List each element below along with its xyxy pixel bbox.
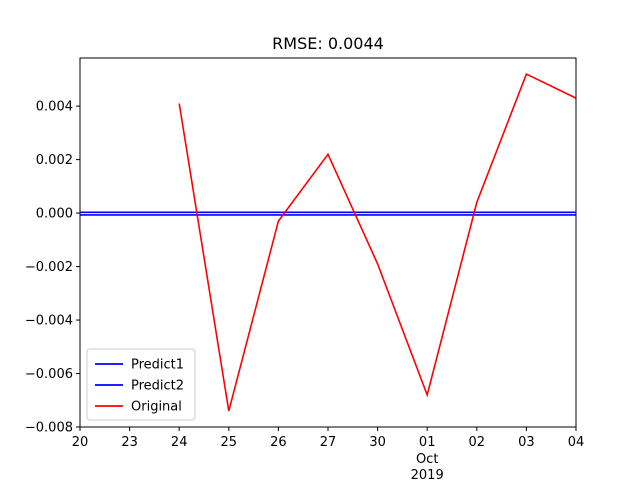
x-month-label: Oct — [416, 452, 438, 467]
legend-label: Original — [131, 400, 182, 415]
y-tick-label: −0.004 — [25, 314, 73, 329]
y-tick-label: −0.002 — [25, 260, 73, 275]
x-tick-label: 25 — [221, 435, 238, 450]
legend-label: Predict1 — [131, 358, 184, 373]
y-tick-label: −0.006 — [25, 367, 73, 382]
chart-title: RMSE: 0.0044 — [272, 34, 384, 53]
legend-box — [86, 348, 196, 421]
x-tick-label: 24 — [171, 435, 188, 450]
x-tick-label: 23 — [121, 435, 138, 450]
x-tick-label: 26 — [270, 435, 287, 450]
plot-series — [80, 72, 577, 412]
x-tick-label: 02 — [469, 435, 486, 450]
x-tick-label: 20 — [72, 435, 89, 450]
y-tick-label: 0.002 — [36, 153, 73, 168]
legend-label: Predict2 — [131, 379, 184, 394]
y-tick-label: 0.004 — [36, 100, 73, 115]
x-tick-label: 30 — [369, 435, 386, 450]
x-tick-label: 27 — [320, 435, 337, 450]
x-tick-label: 01 — [419, 435, 436, 450]
series-line-original — [178, 72, 577, 412]
y-tick-label: −0.008 — [25, 421, 73, 436]
x-year-label: 2019 — [411, 468, 444, 480]
y-tick-label: 0.000 — [36, 207, 73, 222]
legend: Predict1 Predict2 Original — [86, 348, 196, 421]
x-tick-label: 04 — [568, 435, 585, 450]
x-tick-label: 03 — [518, 435, 535, 450]
y-axis: −0.008 −0.006 −0.004 −0.002 0.000 0.002 0.004 — [25, 100, 80, 436]
